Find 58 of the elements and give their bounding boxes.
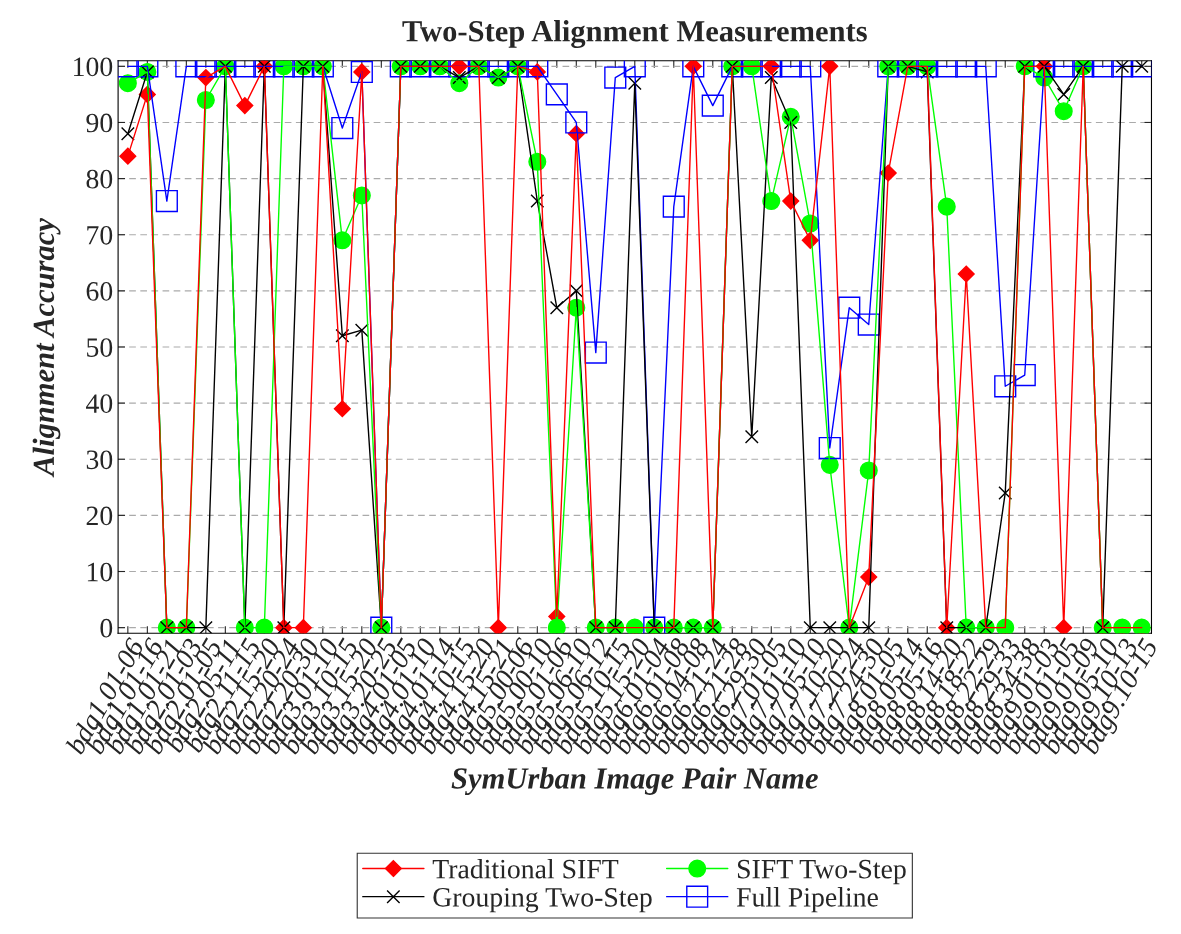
point bbox=[545, 83, 568, 106]
point bbox=[821, 60, 839, 75]
point bbox=[803, 620, 818, 634]
point bbox=[198, 620, 213, 634]
point bbox=[119, 147, 137, 165]
y-tick-label: 20 bbox=[86, 506, 113, 526]
point bbox=[604, 66, 627, 89]
point bbox=[547, 618, 566, 634]
chart-title: Two-Step Alignment Measurements bbox=[402, 20, 867, 49]
y-tick-label: 80 bbox=[86, 169, 113, 189]
point bbox=[627, 76, 642, 91]
point bbox=[998, 485, 1013, 500]
point bbox=[584, 341, 607, 364]
point bbox=[1056, 87, 1071, 102]
y-tick-label: 60 bbox=[86, 282, 113, 301]
point bbox=[701, 94, 724, 117]
point bbox=[662, 195, 685, 218]
point bbox=[565, 111, 588, 134]
point bbox=[764, 70, 779, 85]
point bbox=[354, 323, 369, 338]
point bbox=[861, 620, 876, 634]
y-tick-label: 70 bbox=[87, 225, 113, 245]
point bbox=[822, 620, 837, 634]
y-tick-label: 100 bbox=[74, 57, 113, 77]
point bbox=[530, 194, 545, 208]
point bbox=[335, 328, 350, 343]
legend-label: Traditional SIFT bbox=[432, 858, 619, 879]
point bbox=[1055, 619, 1073, 634]
y-tick-label: 10 bbox=[87, 562, 113, 582]
point bbox=[452, 70, 467, 85]
y-axis-title: Alignment Accuracy bbox=[32, 218, 61, 478]
point bbox=[333, 400, 351, 418]
point bbox=[255, 618, 274, 634]
point bbox=[294, 619, 312, 634]
y-tick-label: 50 bbox=[87, 338, 113, 357]
point bbox=[569, 283, 584, 298]
y-tick-label: 30 bbox=[86, 450, 113, 470]
point bbox=[957, 265, 975, 283]
point bbox=[120, 126, 135, 141]
point bbox=[236, 97, 254, 115]
point bbox=[838, 296, 861, 319]
point bbox=[783, 115, 798, 130]
point bbox=[818, 436, 841, 460]
point bbox=[549, 300, 564, 315]
x-axis-title: SymUrban Image Pair Name bbox=[451, 767, 818, 795]
point bbox=[489, 619, 507, 634]
y-tick-label: 90 bbox=[86, 113, 113, 133]
point bbox=[155, 189, 178, 213]
point bbox=[857, 313, 880, 336]
point bbox=[118, 74, 137, 93]
point bbox=[331, 116, 354, 140]
point bbox=[744, 429, 759, 444]
legend-label: SIFT Two-Step bbox=[737, 859, 906, 885]
y-tick-label: 40 bbox=[86, 394, 113, 414]
point bbox=[994, 375, 1017, 398]
y-tick-label: 0 bbox=[100, 618, 113, 638]
legend-label: Grouping Two-Step bbox=[433, 888, 652, 913]
legend-label: Full Pipeline bbox=[736, 887, 878, 913]
